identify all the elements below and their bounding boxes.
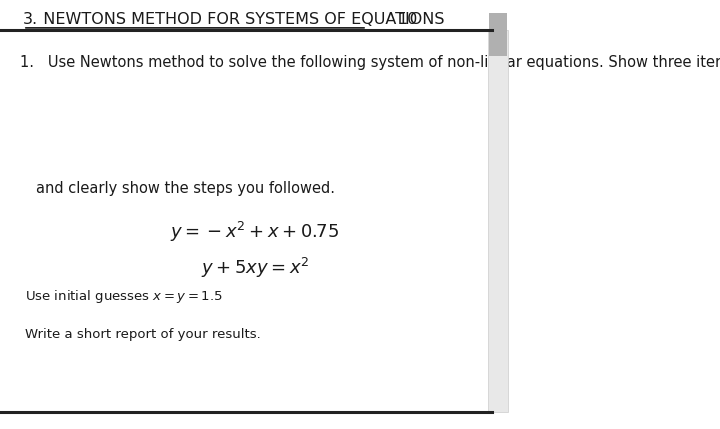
Text: Write a short report of your results.: Write a short report of your results. bbox=[25, 328, 261, 341]
Text: $y + 5xy = x^2$: $y + 5xy = x^2$ bbox=[201, 256, 309, 280]
Text: 1.   Use Newtons method to solve the following system of non-linear equations. S: 1. Use Newtons method to solve the follo… bbox=[20, 55, 720, 69]
FancyBboxPatch shape bbox=[488, 30, 508, 412]
Text: 10: 10 bbox=[397, 12, 418, 27]
Text: Use initial guesses $x = y = 1.5$: Use initial guesses $x = y = 1.5$ bbox=[25, 287, 223, 305]
Text: and clearly show the steps you followed.: and clearly show the steps you followed. bbox=[36, 181, 335, 196]
Text: NEWTONS METHOD FOR SYSTEMS OF EQUATIONS: NEWTONS METHOD FOR SYSTEMS OF EQUATIONS bbox=[33, 12, 445, 27]
Text: 3.: 3. bbox=[23, 12, 38, 27]
FancyBboxPatch shape bbox=[490, 13, 507, 56]
Text: $y = -x^2 + x + 0.75$: $y = -x^2 + x + 0.75$ bbox=[170, 220, 339, 244]
